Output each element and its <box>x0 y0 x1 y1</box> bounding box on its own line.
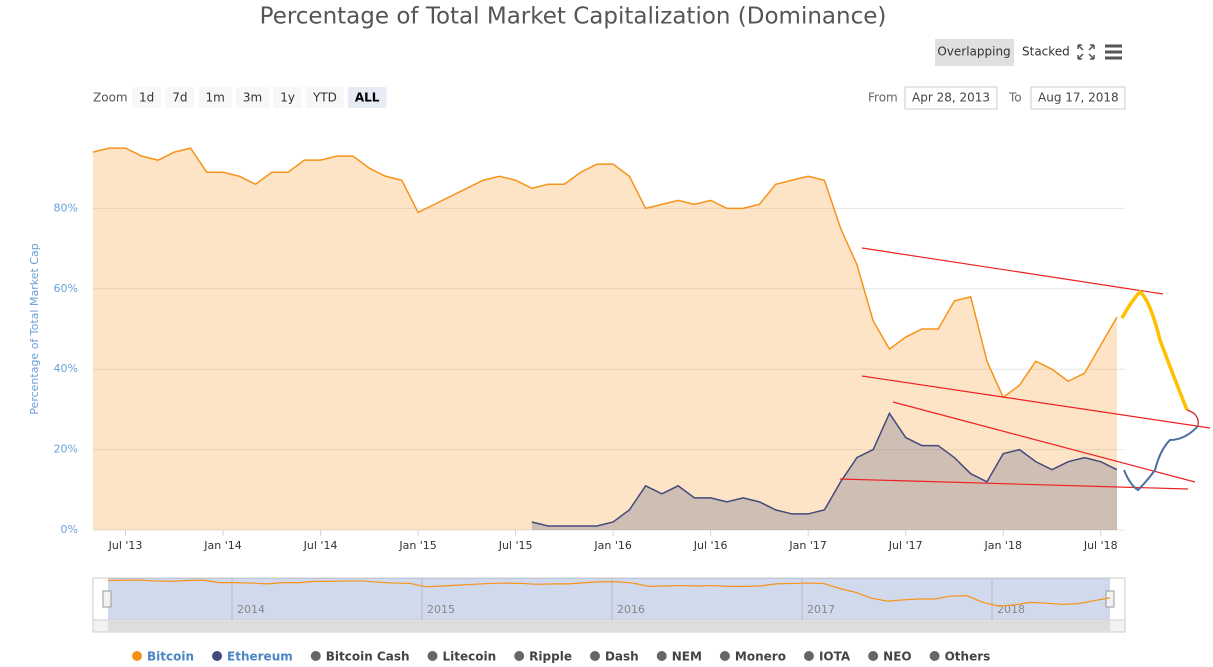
x-tick-label: Jan '18 <box>983 539 1021 552</box>
legend-label[interactable]: Others <box>945 650 991 664</box>
legend-label[interactable]: NEM <box>672 650 702 664</box>
button-bg[interactable] <box>235 87 270 108</box>
zoom-label: Zoom <box>93 91 128 105</box>
button-bg[interactable] <box>347 87 387 108</box>
legend-symbol[interactable] <box>427 651 438 661</box>
chart-title: Percentage of Total Market Capitalizatio… <box>260 4 887 30</box>
trend-line <box>861 375 1211 429</box>
series-line <box>531 411 1118 527</box>
from-date[interactable]: Apr 28, 2013 <box>912 91 990 105</box>
navigator-label: 2017 <box>807 603 835 616</box>
trend-line <box>839 478 1189 490</box>
navigator-line <box>107 579 1111 607</box>
zoom-button[interactable]: 3m <box>235 87 270 108</box>
y-tick-label: 40% <box>54 362 78 375</box>
button-label[interactable]: 3m <box>243 91 262 105</box>
trend-line <box>892 401 1196 483</box>
legend-label[interactable]: IOTA <box>819 650 851 664</box>
x-tick-label: Jul '13 <box>108 539 143 552</box>
trend-line <box>861 247 1164 295</box>
projection-line <box>1123 425 1199 492</box>
series-line <box>92 147 1118 399</box>
zoom-button[interactable]: 7d <box>165 87 195 108</box>
button-label[interactable]: 7d <box>172 91 187 105</box>
legend-label[interactable]: Monero <box>735 650 786 664</box>
x-tick-label: Jul '14 <box>303 539 338 552</box>
button-bg[interactable] <box>305 87 344 108</box>
date-input[interactable] <box>1030 86 1126 110</box>
button-bg[interactable] <box>273 87 302 108</box>
x-tick-label: Jul '15 <box>498 539 533 552</box>
navigator-label: 2015 <box>427 603 455 616</box>
mode-button-bg[interactable] <box>935 39 1014 66</box>
y-axis-title: Percentage of Total Market Cap <box>28 243 41 414</box>
button-label[interactable]: 1d <box>139 91 154 105</box>
button-bg[interactable] <box>165 87 195 108</box>
button-bg[interactable] <box>132 87 162 108</box>
x-tick-label: Jul '18 <box>1083 539 1118 552</box>
annotations <box>839 247 1211 492</box>
legend-symbol[interactable] <box>656 651 667 661</box>
legend-label[interactable]: Ethereum <box>227 650 293 664</box>
x-tick-label: Jul '16 <box>693 539 728 552</box>
y-tick-label: 0% <box>61 523 78 536</box>
legend-label[interactable]: Bitcoin Cash <box>326 650 410 664</box>
button-label[interactable]: 1m <box>206 91 225 105</box>
legend-label[interactable]: Bitcoin <box>147 650 194 664</box>
legend-label[interactable]: NEO <box>883 650 911 664</box>
button-label[interactable]: 1y <box>280 91 295 105</box>
legend-symbol[interactable] <box>929 651 940 661</box>
legend-label[interactable]: Litecoin <box>443 650 497 664</box>
x-tick-label: Jan '15 <box>398 539 436 552</box>
to-label: To <box>1008 91 1022 105</box>
navigator-handle[interactable] <box>1105 590 1115 608</box>
x-tick-label: Jan '14 <box>203 539 241 552</box>
legend-symbol[interactable] <box>132 651 142 661</box>
button-bg[interactable] <box>198 87 232 108</box>
legend-symbol[interactable] <box>514 651 525 661</box>
date-input[interactable] <box>904 86 998 110</box>
navigator-label: 2014 <box>237 603 265 616</box>
navigator-selection[interactable] <box>108 578 1110 620</box>
legend-symbol[interactable] <box>310 651 321 661</box>
legend-symbol[interactable] <box>719 651 730 661</box>
area-fill <box>93 148 1117 530</box>
navigator-handle[interactable] <box>102 590 112 608</box>
legend-symbol[interactable] <box>803 651 814 661</box>
mode-button[interactable]: Stacked <box>1022 45 1070 59</box>
zoom-button[interactable]: YTD <box>305 87 344 108</box>
navigator-label: 2016 <box>617 603 645 616</box>
zoom-button[interactable]: ALL <box>347 87 387 108</box>
scrollbar-thumb[interactable] <box>108 621 1110 631</box>
legend-symbol[interactable] <box>212 651 223 661</box>
projection-line <box>1120 289 1189 411</box>
legend-label[interactable]: Dash <box>605 650 639 664</box>
to-date[interactable]: Aug 17, 2018 <box>1038 91 1119 105</box>
x-tick-label: Jan '17 <box>788 539 826 552</box>
projection-line <box>1186 409 1199 427</box>
y-tick-label: 80% <box>54 201 78 214</box>
y-tick-label: 60% <box>54 282 78 295</box>
zoom-button[interactable]: 1d <box>132 87 162 108</box>
menu-icon[interactable] <box>1105 44 1122 60</box>
zoom-button[interactable]: 1y <box>273 87 302 108</box>
fullscreen-icon[interactable] <box>1077 44 1095 60</box>
navigator <box>92 577 1126 621</box>
button-label[interactable]: ALL <box>355 91 380 105</box>
area-fill <box>531 413 1117 530</box>
mode-button[interactable]: Overlapping <box>937 45 1010 59</box>
y-tick-label: 20% <box>54 443 78 456</box>
legend-label[interactable]: Ripple <box>529 650 572 664</box>
button-label[interactable]: YTD <box>312 91 337 105</box>
legend-symbol[interactable] <box>589 651 600 661</box>
from-label: From <box>868 91 898 105</box>
legend-symbol[interactable] <box>868 651 879 661</box>
x-tick-label: Jan '16 <box>593 539 631 552</box>
x-tick-label: Jul '17 <box>888 539 923 552</box>
zoom-button[interactable]: 1m <box>198 87 232 108</box>
